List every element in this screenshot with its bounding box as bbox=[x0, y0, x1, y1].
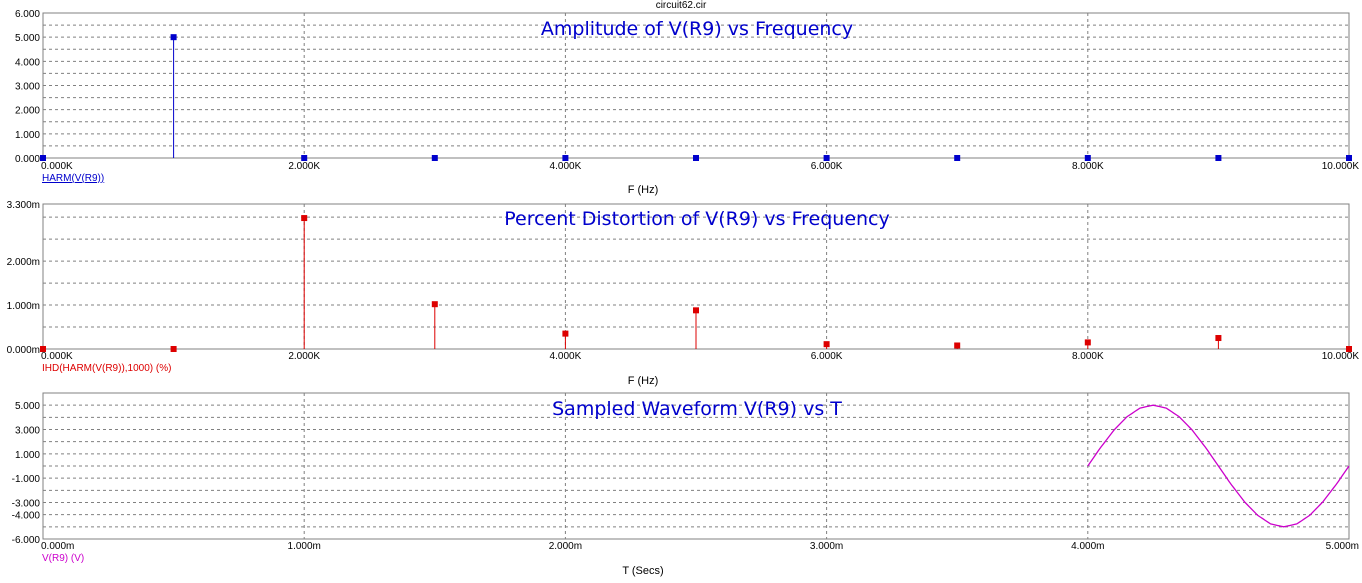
x-tick-label: 3.000m bbox=[810, 541, 843, 552]
x-axis-label: F (Hz) bbox=[628, 375, 659, 387]
x-tick-label: 10.000K bbox=[1322, 351, 1360, 362]
x-tick-label: 2.000K bbox=[288, 351, 320, 362]
data-point-marker bbox=[431, 301, 438, 308]
data-point-marker bbox=[301, 155, 308, 161]
data-point-marker bbox=[562, 330, 569, 337]
data-point-marker bbox=[562, 155, 569, 161]
y-tick-label: 2.000 bbox=[15, 106, 40, 117]
y-tick-label: 6.000 bbox=[15, 9, 40, 20]
x-tick-label: 4.000m bbox=[1071, 541, 1104, 552]
y-tick-label: 1.000m bbox=[7, 301, 40, 312]
x-tick-label: 10.000K bbox=[1322, 161, 1360, 172]
data-point-marker bbox=[693, 307, 699, 314]
x-tick-label: 2.000m bbox=[549, 541, 582, 552]
x-tick-label: 6.000K bbox=[811, 351, 843, 362]
x-axis-label: T (Secs) bbox=[622, 565, 663, 577]
data-point-marker bbox=[40, 346, 46, 352]
y-tick-label: 2.000m bbox=[7, 257, 40, 268]
data-point-marker bbox=[1215, 155, 1222, 161]
plot-title: Amplitude of V(R9) vs Frequency bbox=[541, 18, 853, 40]
data-point-marker bbox=[1215, 335, 1222, 342]
y-tick-label: 1.000 bbox=[15, 450, 40, 461]
plot-title: Percent Distortion of V(R9) vs Frequency bbox=[504, 208, 890, 230]
data-point-marker bbox=[823, 341, 830, 348]
x-axis-label: F (Hz) bbox=[628, 184, 659, 196]
x-tick-label: 1.000m bbox=[288, 541, 321, 552]
data-point-marker bbox=[1346, 346, 1352, 352]
y-tick-label: 0.000 bbox=[15, 154, 40, 165]
data-point-marker bbox=[431, 155, 438, 161]
plot-title: Sampled Waveform V(R9) vs T bbox=[552, 398, 842, 420]
y-tick-label: 3.000 bbox=[15, 82, 40, 93]
y-tick-label: 1.000 bbox=[15, 130, 40, 141]
plot-panel-2: 0.000K 2.000K 4.000K 6.000K 8.000K 10.000K 0.0… bbox=[7, 200, 1360, 387]
x-tick-label: 4.000K bbox=[550, 351, 582, 362]
x-tick-label: 8.000K bbox=[1072, 351, 1104, 362]
y-tick-label: -6.000 bbox=[12, 535, 41, 546]
y-tick-label: -3.000 bbox=[12, 499, 41, 510]
x-tick-label: 0.000K bbox=[41, 161, 73, 172]
trace-expression-label: IHD(HARM(V(R9)),1000) (%) bbox=[42, 363, 171, 374]
waveform-series-line bbox=[1087, 404, 1350, 528]
x-tick-label: 4.000K bbox=[550, 161, 582, 172]
y-tick-label: 5.000 bbox=[15, 401, 40, 412]
data-point-marker bbox=[954, 342, 961, 349]
data-point-marker bbox=[954, 155, 961, 161]
data-point-marker bbox=[170, 34, 177, 41]
data-point-marker bbox=[693, 155, 699, 161]
trace-expression-label: V(R9) (V) bbox=[42, 553, 84, 564]
trace-expression-label: HARM(V(R9)) bbox=[42, 173, 104, 184]
y-tick-label: 5.000 bbox=[15, 33, 40, 44]
y-tick-label: 0.000m bbox=[7, 345, 40, 356]
y-tick-label: 3.300m bbox=[7, 200, 40, 211]
data-point-marker bbox=[823, 155, 830, 161]
y-tick-label: -1.000 bbox=[12, 474, 41, 485]
y-tick-label: 3.000 bbox=[15, 426, 40, 437]
x-tick-label: 0.000K bbox=[41, 351, 73, 362]
y-tick-label: 4.000 bbox=[15, 57, 40, 68]
x-tick-label: 8.000K bbox=[1072, 161, 1104, 172]
data-point-marker bbox=[301, 215, 308, 222]
data-point-marker bbox=[40, 155, 46, 161]
plot-panel-1: 0.000K 2.000K 4.000K 6.000K 8.000K 10.000K 0.0… bbox=[15, 9, 1359, 196]
window-title: circuit62.cir bbox=[655, 0, 707, 11]
y-tick-label: -4.000 bbox=[12, 511, 41, 522]
x-tick-label: 6.000K bbox=[811, 161, 843, 172]
data-point-marker bbox=[170, 346, 177, 352]
x-tick-label: 2.000K bbox=[288, 161, 320, 172]
x-tick-label: 0.000m bbox=[41, 541, 74, 552]
data-point-marker bbox=[1084, 339, 1091, 346]
x-tick-label: 5.000m bbox=[1326, 541, 1359, 552]
plot-panel-3: 0.000m 1.000m 2.000m 3.000m 4.000m 5.000m -6.0… bbox=[12, 392, 1359, 577]
data-point-marker bbox=[1084, 155, 1091, 161]
data-point-marker bbox=[1346, 155, 1352, 161]
